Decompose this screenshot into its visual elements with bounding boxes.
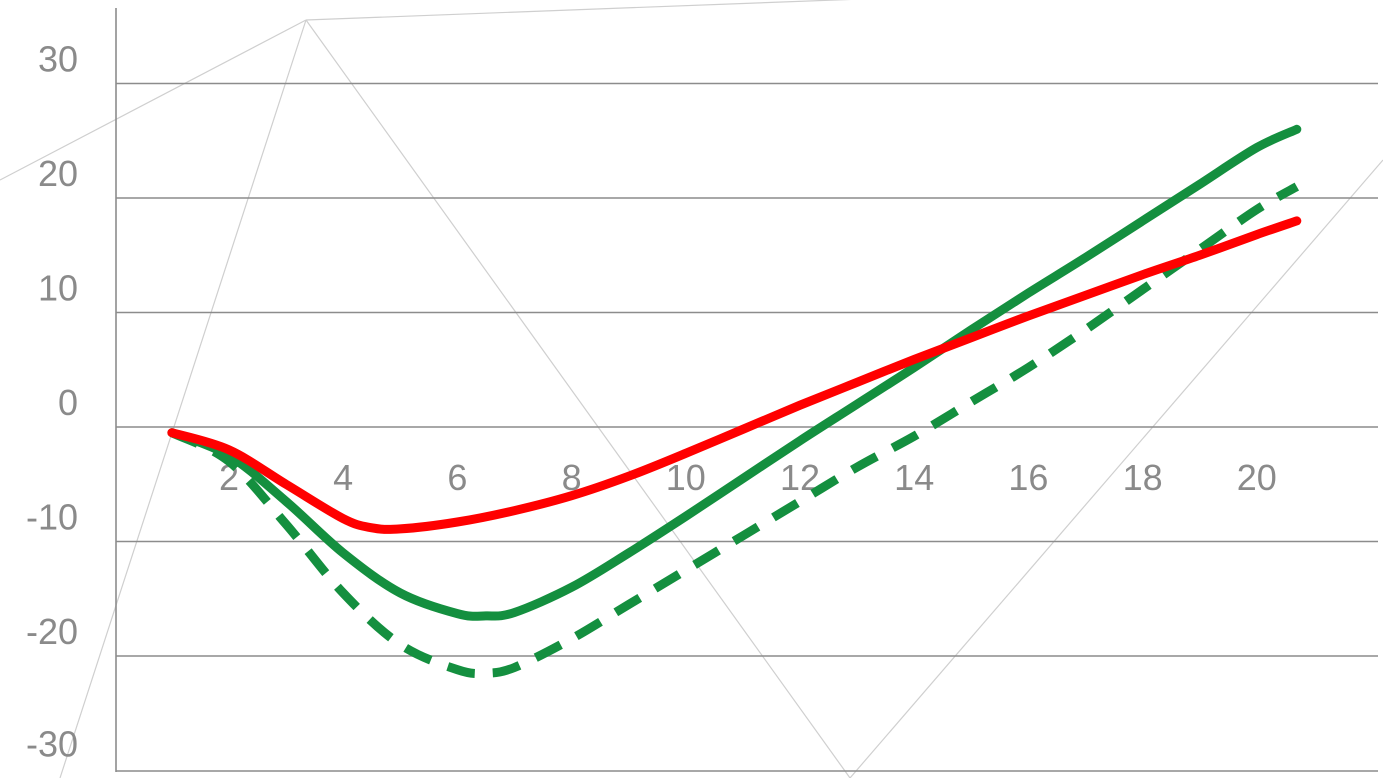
x-tick-label: 8 (562, 457, 582, 498)
decorative-line (305, 0, 852, 21)
y-tick-label: -30 (26, 724, 78, 765)
x-tick-label: 14 (894, 457, 934, 498)
x-tick-label: 18 (1123, 457, 1163, 498)
decorative-line (305, 19, 851, 778)
series-green-dashed-line (169, 182, 1300, 679)
x-tick-label: 6 (447, 457, 467, 498)
decorative-line (59, 19, 307, 778)
y-tick-label: 30 (38, 39, 78, 80)
axes (115, 8, 1378, 772)
y-tick-label: -10 (26, 497, 78, 538)
decorative-line (849, 159, 1383, 778)
y-tick-label: 20 (38, 153, 78, 194)
x-tick-label: 10 (666, 457, 706, 498)
series-lines (167, 124, 1302, 679)
x-tick-label: 4 (333, 457, 353, 498)
x-tick-label: 16 (1008, 457, 1048, 498)
decorative-line (0, 19, 307, 181)
x-tick-label: 20 (1237, 457, 1277, 498)
series-green-solid-line (167, 124, 1302, 621)
gridlines (116, 82, 1378, 657)
series-red-line (167, 216, 1302, 534)
y-tick-label: 10 (38, 268, 78, 309)
y-tick-label: 0 (58, 382, 78, 423)
y-tick-label: -20 (26, 611, 78, 652)
